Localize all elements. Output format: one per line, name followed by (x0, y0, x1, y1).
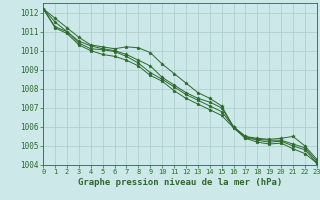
X-axis label: Graphe pression niveau de la mer (hPa): Graphe pression niveau de la mer (hPa) (78, 178, 282, 187)
